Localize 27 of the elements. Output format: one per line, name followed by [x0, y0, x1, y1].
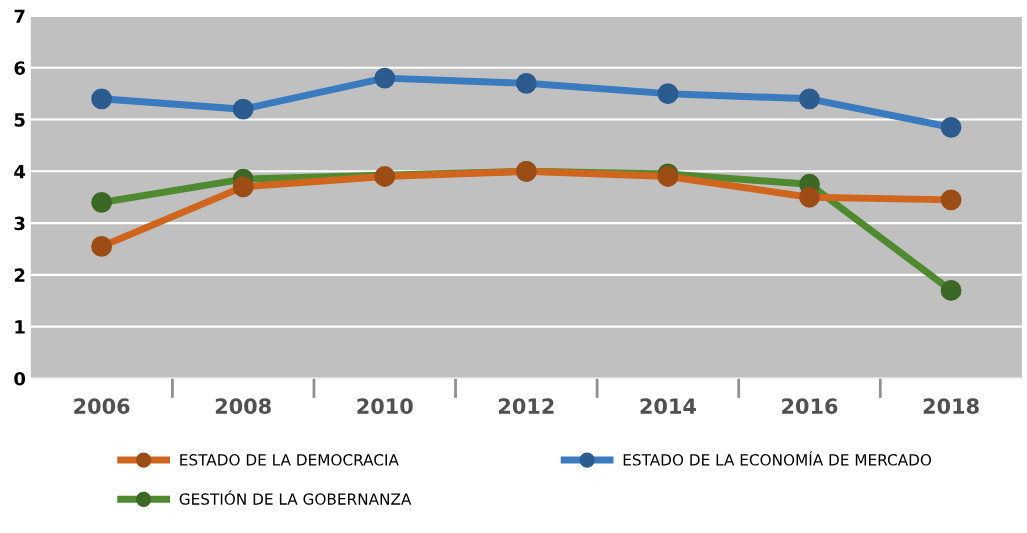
x-tick-label: 2018	[923, 398, 979, 414]
point	[374, 67, 396, 89]
x-tick-label: 2008	[215, 398, 271, 414]
point	[515, 72, 537, 94]
legend-label: GESTIÓN DE LA GOBERNANZA	[179, 490, 412, 505]
point	[232, 98, 254, 120]
point	[91, 191, 113, 213]
point	[799, 88, 820, 110]
y-tick-label: 5	[14, 113, 25, 127]
point	[91, 88, 113, 110]
y-tick-label: 3	[14, 216, 25, 231]
point	[940, 279, 962, 301]
x-tick-label: 2014	[640, 398, 696, 414]
x-tick-label: 2010	[357, 398, 413, 414]
y-tick-label: 2	[14, 268, 25, 282]
x-tick-label: 2006	[74, 398, 130, 414]
y-tick-label: 6	[14, 61, 25, 75]
y-tick-label: 0	[14, 371, 26, 386]
point	[940, 116, 962, 138]
x-tick-label: 2012	[498, 398, 554, 414]
legend-label: ESTADO DE LA DEMOCRACIA	[180, 454, 399, 466]
y-tick-label: 7	[14, 9, 25, 23]
legend-label: ESTADO DE LA ECONOMÍA DE MERCADO	[623, 451, 932, 466]
x-tick-label: 2016	[782, 398, 838, 414]
y-tick-label: 1	[15, 320, 25, 334]
y-tick-label: 4	[14, 165, 26, 179]
point	[657, 83, 679, 105]
